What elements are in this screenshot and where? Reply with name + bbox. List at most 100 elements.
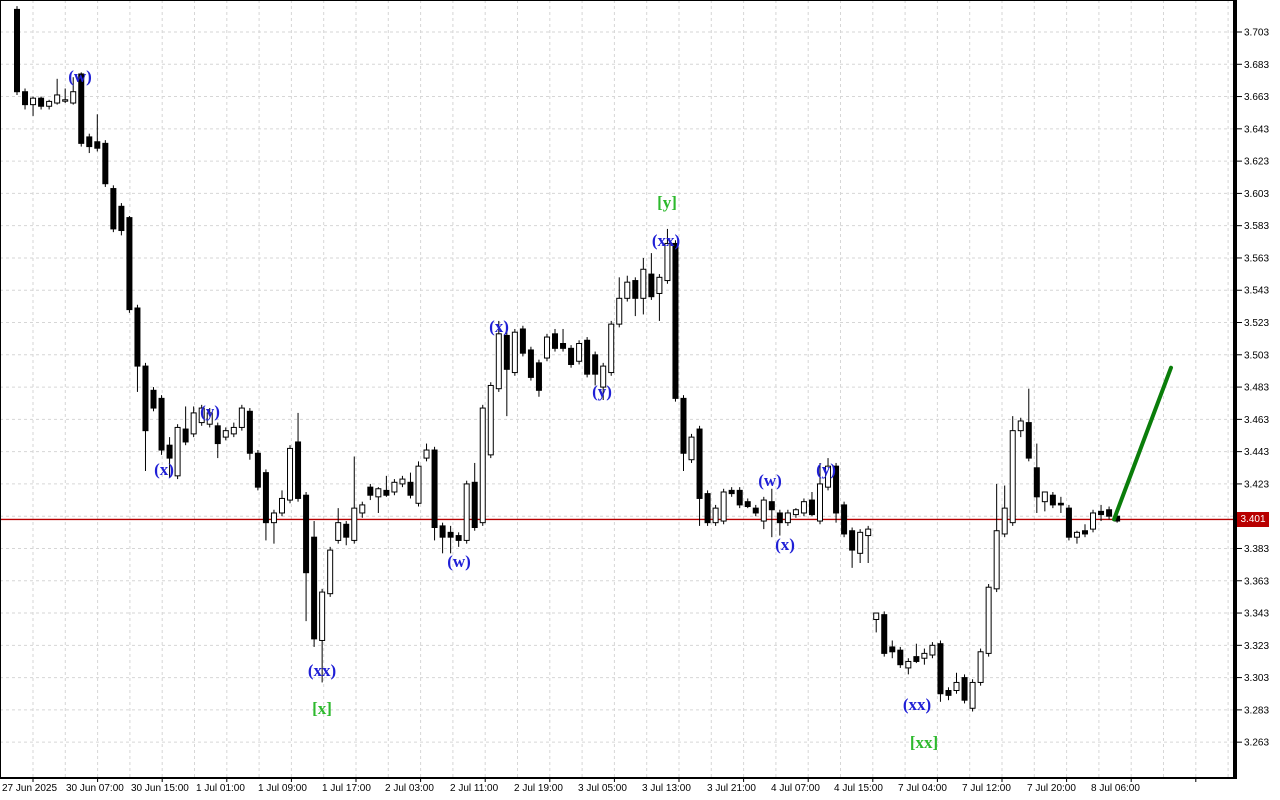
x-axis-label: 30 Jun 15:00 <box>131 783 189 794</box>
current-price-badge: 3.401 <box>1237 511 1269 527</box>
candle <box>134 304 141 392</box>
candle-body <box>78 73 85 144</box>
candle-body <box>1041 491 1048 503</box>
candle-body <box>391 481 398 493</box>
candle-body <box>825 465 832 488</box>
candle-body <box>190 412 197 435</box>
candle-body <box>760 499 767 522</box>
chart-border <box>0 0 1237 779</box>
candle-body <box>1090 512 1097 530</box>
x-axis: 27 Jun 2025 30 Jun 07:00 30 Jun 15:00 1 Jul… <box>2 779 1197 794</box>
x-axis-label: 2 Jul 19:00 <box>514 783 563 794</box>
candle <box>14 6 20 95</box>
x-axis-label: 2 Jul 11:00 <box>450 783 499 794</box>
candle-body <box>1009 430 1016 524</box>
candle <box>792 508 799 518</box>
wave-label[interactable]: (xx) <box>903 695 931 714</box>
candle-body <box>584 339 591 375</box>
candle-body <box>1065 507 1072 538</box>
candle-body <box>150 389 157 409</box>
wave-label[interactable]: (w) <box>758 471 782 490</box>
candle <box>985 583 992 657</box>
wave-label[interactable]: (y) <box>200 402 220 421</box>
candle-body <box>527 349 534 378</box>
candle <box>327 546 334 597</box>
candle-body <box>865 528 872 537</box>
candle <box>415 461 422 507</box>
candle-body <box>913 656 920 662</box>
y-axis-label: 3.623 <box>1244 157 1269 168</box>
wave-label[interactable]: (xx) <box>652 231 680 250</box>
candle <box>1041 491 1048 512</box>
candle <box>1033 443 1040 513</box>
candle <box>1057 496 1064 513</box>
candle-body <box>977 651 984 683</box>
candle-body <box>648 273 655 298</box>
wave-label[interactable]: (y) <box>592 382 612 401</box>
y-axis-label: 3.643 <box>1244 124 1269 135</box>
candle-body <box>656 276 663 294</box>
candle <box>471 462 478 531</box>
candle-body <box>560 343 567 349</box>
candle-body <box>696 428 703 499</box>
wave-label[interactable]: (w) <box>447 552 471 571</box>
wave-label[interactable]: (y) <box>816 460 836 479</box>
y-axis-label: 3.323 <box>1244 641 1269 652</box>
candle <box>825 458 832 491</box>
wave-label[interactable]: (xx) <box>308 661 336 680</box>
wave-label[interactable]: (w) <box>68 67 92 86</box>
candle <box>584 337 591 378</box>
candle <box>375 487 382 513</box>
candle-body <box>680 397 687 454</box>
candle-body <box>1017 420 1024 432</box>
candle <box>969 679 976 712</box>
x-axis-label: 7 Jul 20:00 <box>1027 783 1076 794</box>
candle-body <box>905 660 912 669</box>
candle-body <box>1098 510 1105 516</box>
candle <box>447 525 454 554</box>
candle-body <box>897 649 904 666</box>
candle-body <box>174 426 181 477</box>
candle <box>359 501 366 518</box>
candle <box>1081 524 1088 538</box>
wave-label[interactable]: (x) <box>775 535 795 554</box>
candle <box>391 479 398 496</box>
candle-body <box>110 188 117 230</box>
candle <box>30 96 37 116</box>
candle-body <box>278 497 285 514</box>
wave-label[interactable]: (x) <box>489 317 509 336</box>
candle <box>1090 509 1097 533</box>
wave-label[interactable]: [x] <box>312 699 332 718</box>
candle <box>889 640 896 659</box>
candle <box>230 422 237 438</box>
candle <box>399 475 406 488</box>
candle-body <box>142 365 149 432</box>
candle <box>535 359 542 397</box>
candle-body <box>94 141 101 149</box>
candle <box>431 446 438 541</box>
wave-labels: (w) (x) (y) (xx) [x] (w) (x) (y) [y] (xx) (w) (x) (y… <box>68 67 938 752</box>
candle-body <box>471 481 478 528</box>
candle <box>1025 388 1032 462</box>
candle-body <box>953 681 960 692</box>
candle-body <box>222 430 229 438</box>
candle-body <box>102 142 109 185</box>
candle <box>857 529 864 564</box>
candle-body <box>126 217 133 311</box>
candle <box>680 395 687 472</box>
candle <box>174 424 181 480</box>
x-axis-label: 7 Jul 12:00 <box>962 783 1011 794</box>
y-axis-label: 3.343 <box>1244 609 1269 620</box>
candle-body <box>407 481 414 496</box>
wave-label[interactable]: (x) <box>154 460 174 479</box>
wave-label[interactable]: [xx] <box>910 733 938 752</box>
candle <box>1009 416 1016 526</box>
candle-body <box>38 97 45 107</box>
x-axis-label: 8 Jul 06:00 <box>1091 783 1140 794</box>
trend-line[interactable] <box>1112 365 1173 522</box>
wave-label[interactable]: [y] <box>657 193 677 212</box>
candle-body <box>319 591 326 641</box>
candle <box>696 425 703 526</box>
candle <box>495 320 502 392</box>
candle-body <box>608 323 615 374</box>
